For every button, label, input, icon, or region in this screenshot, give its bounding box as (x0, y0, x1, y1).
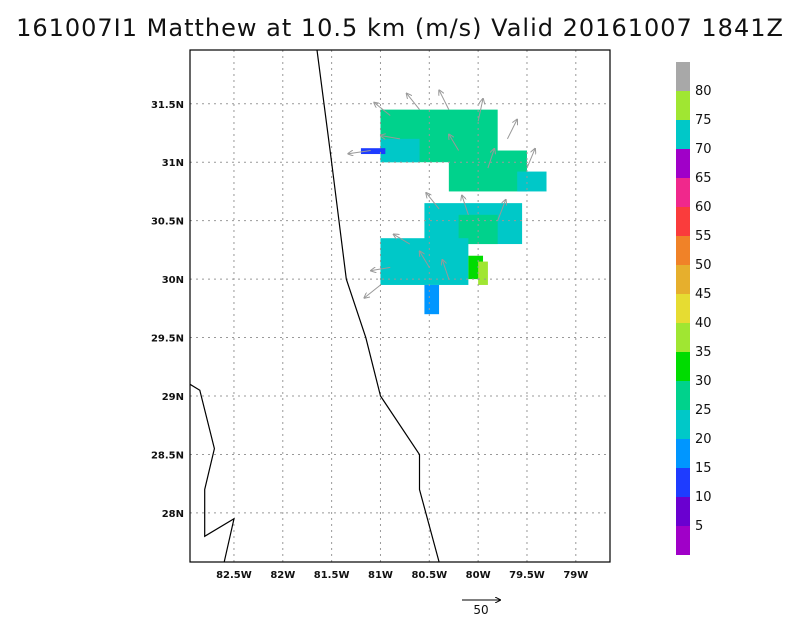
colorbar-label: 5 (695, 519, 703, 534)
wind-vector-arrow (497, 200, 506, 221)
colorbar-swatch (676, 410, 690, 439)
lat-tick-label: 30N (162, 275, 184, 286)
wind-vector-arrow (407, 94, 420, 110)
wind-vector-arrow (371, 267, 391, 270)
colorbar-label: 50 (695, 258, 712, 273)
lon-tick-label: 82W (270, 570, 295, 581)
coastline (190, 50, 440, 562)
wind-speed-field (360, 109, 547, 315)
colorbar-swatch (676, 149, 690, 178)
colorbar-swatch (676, 381, 690, 410)
lat-tick-label: 30.5N (151, 217, 184, 228)
wind-vector-arrow (348, 150, 371, 154)
colorbar-swatch (676, 236, 690, 265)
colorbar-swatch (676, 352, 690, 381)
colorbar-label: 70 (695, 142, 712, 157)
lat-tick-label: 29.5N (151, 334, 184, 345)
wind-vector-arrow (381, 136, 401, 139)
colorbar-swatch (676, 497, 690, 526)
wind-vector-arrow (462, 196, 469, 215)
colorbar-swatch (676, 323, 690, 352)
lon-tick-label: 81W (368, 570, 393, 581)
colorbar-swatch (676, 265, 690, 294)
wind-vector-arrow (420, 251, 430, 268)
colorbar-swatch (676, 207, 690, 236)
colorbar-label: 45 (695, 287, 712, 302)
colorbar-label: 35 (695, 345, 712, 360)
wind-cell (517, 171, 547, 192)
wind-vector-arrow (506, 120, 517, 140)
map-title: 161007I1 Matthew at 10.5 km (m/s) Valid … (16, 14, 784, 42)
colorbar-label: 60 (695, 200, 712, 215)
wind-cell (380, 238, 469, 285)
lon-tick-label: 79W (563, 570, 588, 581)
lon-tick-label: 81.5W (314, 570, 350, 581)
colorbar-label: 80 (695, 84, 712, 99)
lat-tick-label: 29N (162, 392, 184, 403)
wind-vector-arrow (487, 149, 494, 169)
wind-cell (478, 261, 488, 285)
colorbar-label: 75 (695, 113, 712, 128)
colorbar-label: 10 (695, 490, 712, 505)
lon-tick-label: 82.5W (216, 570, 252, 581)
wind-cell (448, 150, 527, 192)
wind-cell (424, 284, 440, 315)
wind-vector-arrow (394, 234, 411, 245)
wind-vector-arrow (426, 193, 440, 210)
coastline-segment (316, 50, 440, 562)
lat-tick-label: 31N (162, 158, 184, 169)
wind-vector-arrow (442, 260, 450, 280)
wind-vector-arrow (526, 149, 535, 169)
lon-tick-label: 80W (466, 570, 491, 581)
wind-cell (360, 148, 386, 155)
colorbar-label: 55 (695, 229, 712, 244)
colorbar-swatch (676, 178, 690, 207)
colorbar-label: 65 (695, 171, 712, 186)
lat-tick-label: 28N (162, 509, 184, 520)
lat-tick-label: 28.5N (151, 450, 184, 461)
wind-vector-arrow (439, 90, 450, 110)
wind-vectors (348, 90, 535, 297)
colorbar-label: 25 (695, 403, 712, 418)
colorbar-label: 40 (695, 316, 712, 331)
coastline-segment (190, 383, 235, 562)
wind-vector-arrow (449, 135, 460, 151)
map-frame (189, 49, 611, 563)
colorbar-swatch (676, 468, 690, 497)
grid-lines (190, 50, 610, 562)
wind-vector-arrow (364, 284, 381, 298)
colorbar-swatch (676, 439, 690, 468)
wind-cell (380, 138, 420, 163)
axis-tick-labels: 82.5W 82W 81.5W 81W 80.5W 80W 79.5W 79W 31.5N 31N… (151, 100, 588, 581)
colorbar-swatch (676, 62, 690, 91)
colorbar-swatch (676, 91, 690, 120)
lat-tick-label: 31.5N (151, 100, 184, 111)
colorbar-swatch (676, 526, 690, 555)
wind-vector-arrow (374, 103, 391, 116)
colorbar-label: 30 (695, 374, 712, 389)
colorbar-legend: 5 10 15 20 25 30 35 40 45 50 55 60 65 70 75 80 (676, 62, 712, 555)
colorbar-swatch (676, 294, 690, 323)
lon-tick-label: 80.5W (411, 570, 447, 581)
reference-vector: 50 (462, 600, 500, 617)
colorbar-swatch (676, 120, 690, 149)
lon-tick-label: 79.5W (509, 570, 545, 581)
reference-vector-label: 50 (473, 603, 488, 617)
wind-vector-arrow (477, 99, 483, 122)
colorbar-label: 20 (695, 432, 712, 447)
colorbar-label: 15 (695, 461, 712, 476)
